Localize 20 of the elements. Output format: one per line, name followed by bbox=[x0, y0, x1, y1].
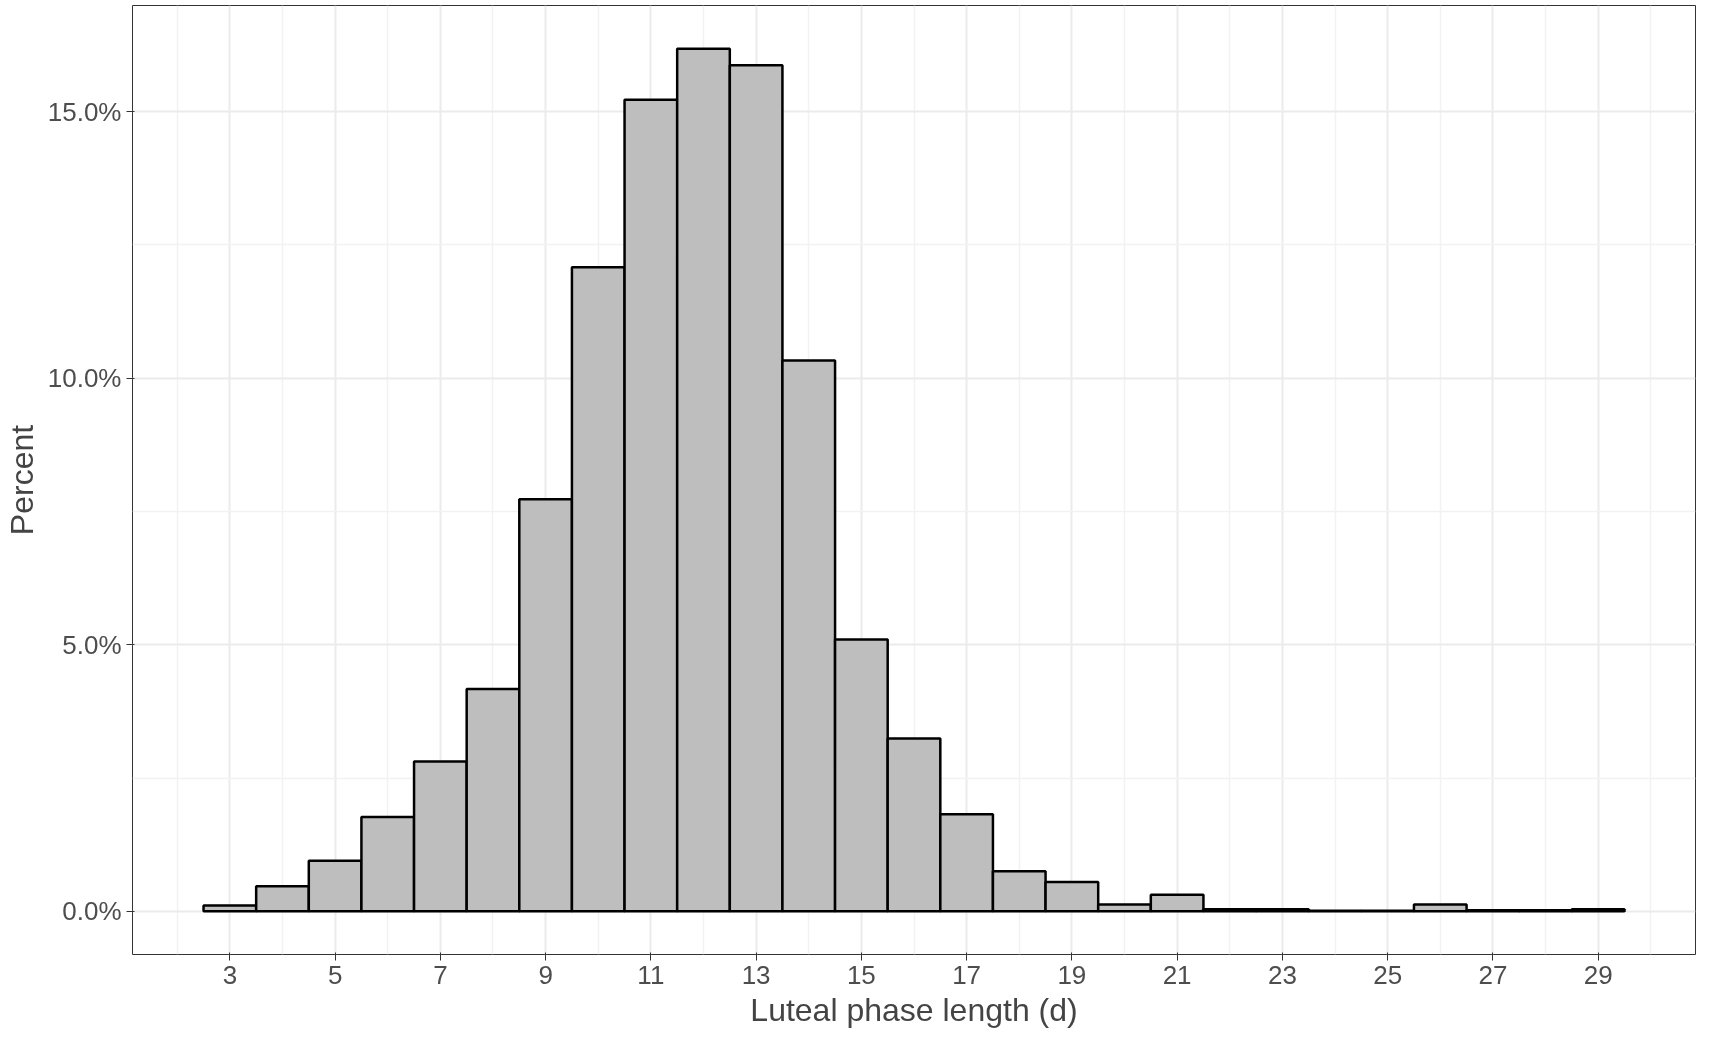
x-tick-label: 19 bbox=[1057, 959, 1087, 990]
x-tick-label: 23 bbox=[1267, 959, 1297, 990]
x-tick-label: 17 bbox=[952, 959, 982, 990]
x-tick-label: 7 bbox=[433, 959, 448, 990]
y-tick-label: 15.0% bbox=[47, 96, 122, 127]
x-axis-title: Luteal phase length (d) bbox=[750, 991, 1078, 1028]
x-tick-label: 25 bbox=[1373, 959, 1403, 990]
y-axis-title: Percent bbox=[3, 424, 40, 536]
x-tick-label: 21 bbox=[1162, 959, 1192, 990]
y-tick-label: 10.0% bbox=[47, 363, 122, 394]
x-tick-label: 5 bbox=[327, 959, 343, 990]
x-tick-label: 13 bbox=[741, 959, 771, 990]
x-tick-label: 9 bbox=[538, 959, 553, 990]
x-tick-label: 27 bbox=[1478, 959, 1508, 990]
y-tick-label: 5.0% bbox=[62, 629, 122, 660]
x-tick-label: 15 bbox=[846, 959, 876, 990]
x-tick-label: 3 bbox=[222, 959, 238, 990]
x-tick-label: 11 bbox=[637, 959, 665, 990]
y-tick-label: 0.0% bbox=[62, 896, 122, 927]
x-tick-label: 29 bbox=[1583, 959, 1613, 990]
